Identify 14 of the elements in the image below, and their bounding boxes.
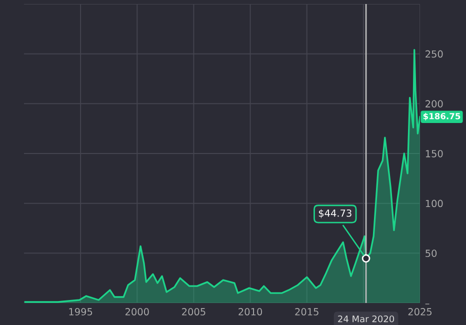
y-tick-label: 200 <box>426 100 443 108</box>
annotation: $186.75 <box>423 112 460 120</box>
x-tick-label: 2000 <box>125 308 149 316</box>
x-tick-label: 2010 <box>238 308 262 316</box>
y-tick-label: 100 <box>426 200 443 208</box>
y-tick-label: 250 <box>426 50 443 58</box>
x-tick-label: 2015 <box>295 308 318 316</box>
y-tick-label: 50 <box>426 250 437 257</box>
ref-line-label: 24 Mar 2020 <box>338 315 394 322</box>
x-tick-label: 2025 <box>408 308 432 316</box>
x-tick-label: 2005 <box>182 308 206 316</box>
annotation: $44.73 <box>318 209 352 218</box>
y-tick-label: 150 <box>426 150 443 158</box>
x-tick-label: 1995 <box>69 308 92 316</box>
